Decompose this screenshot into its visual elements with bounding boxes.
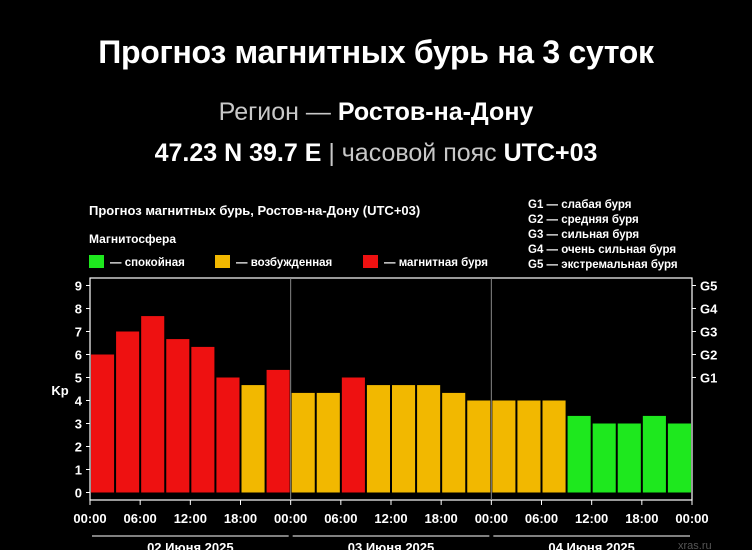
coordinates: 47.23 N 39.7 E [154,139,322,167]
x-tick-label: 06:00 [525,511,558,526]
plot-area: 0 1 2 3 4 5 6 7 8 9 G1 G2 G3 G4 G5 00:00 06:00 12:00 18:00… [73,277,718,550]
bar-active [291,392,315,493]
g-level-label: G2 [700,348,717,363]
y-tick-label: 6 [75,348,82,363]
x-tick-label: 12:00 [575,511,608,526]
bar-active [417,385,441,493]
page-title: Прогноз магнитных бурь на 3 суток [98,34,654,70]
x-tick-label: 00:00 [73,511,106,526]
timezone-label: | часовой пояс [321,139,504,167]
y-tick-label: 2 [75,440,82,455]
chart-title: Прогноз магнитных бурь, Ростов-на-Дону (… [89,203,420,218]
region-name: Ростов-на-Дону [337,98,534,126]
bar-active [542,400,566,493]
bar-storm [191,346,215,493]
coords-line: 47.23 N 39.7 E | часовой пояс UTC+03 [0,139,752,168]
x-tick-label: 18:00 [625,511,658,526]
watermark: xras.ru [678,540,712,550]
bar-storm [141,316,165,493]
x-tick-label: 00:00 [675,511,708,526]
bar-active [517,400,541,493]
x-tick-label: 12:00 [174,511,207,526]
legend-heading: Магнитосфера [89,232,176,246]
legend-swatch-active [215,255,230,268]
bar-active [366,385,390,493]
g-level-label: G1 [700,371,717,386]
legend-swatch-storm [363,255,378,268]
g-legend-g4: G4 — очень сильная буря [528,244,676,256]
y-tick-label: 5 [75,371,82,386]
legend: — спокойная — возбужденная — магнитная б… [89,255,488,269]
x-tick-label: 18:00 [224,511,257,526]
bar-quiet [592,423,616,493]
g-level-label: G5 [700,279,717,294]
x-tick-label: 00:00 [475,511,508,526]
x-tick-label: 00:00 [274,511,307,526]
g-legend-g1: G1 — слабая буря [528,199,632,211]
g-scale-legend: G1 — слабая буря G2 — средняя буря G3 — … [528,199,678,271]
legend-swatch-quiet [89,255,104,268]
y-tick-label: 9 [75,279,82,294]
bar-storm [266,369,290,493]
x-tick-label: 06:00 [324,511,357,526]
bar-storm [116,331,140,493]
legend-label-active: — возбужденная [236,257,332,269]
timezone-value: UTC+03 [503,139,598,167]
x-tick-label: 06:00 [124,511,157,526]
y-tick-label: 8 [75,302,82,317]
g-level-label: G4 [700,302,718,317]
region-label: Регион — [218,98,338,126]
legend-label-quiet: — спокойная [110,257,185,269]
g-legend-g3: G3 — сильная буря [528,229,639,241]
bar-quiet [617,423,641,493]
g-level-label: G3 [700,325,717,340]
g-legend-g5: G5 — экстремальная буря [528,259,678,271]
legend-label-storm: — магнитная буря [384,257,488,269]
y-axis-label: Kp [51,383,68,398]
bar-quiet [567,415,591,493]
bar-active [392,385,416,493]
y-tick-label: 3 [75,417,82,432]
g-legend-g2: G2 — средняя буря [528,214,639,226]
x-tick-label: 18:00 [425,511,458,526]
bar-quiet [667,423,691,493]
region-line: Регион — Ростов-на-Дону [0,98,752,127]
bar-quiet [642,415,666,493]
bar-active [316,392,340,493]
bar-active [492,400,516,493]
bar-storm [166,339,190,493]
day-label: 04 Июня 2025 [548,540,635,550]
y-tick-label: 0 [75,486,82,501]
bar-active [442,392,466,493]
bar-storm [91,354,115,493]
day-label: 02 Июня 2025 [147,540,234,550]
x-tick-label: 12:00 [374,511,407,526]
y-tick-label: 1 [75,463,82,478]
y-tick-label: 4 [75,394,83,409]
bar-storm [341,377,365,493]
bar-active [241,385,265,493]
bar-active [467,400,491,493]
y-tick-label: 7 [75,325,82,340]
bar-storm [216,377,240,493]
day-label: 03 Июня 2025 [348,540,435,550]
